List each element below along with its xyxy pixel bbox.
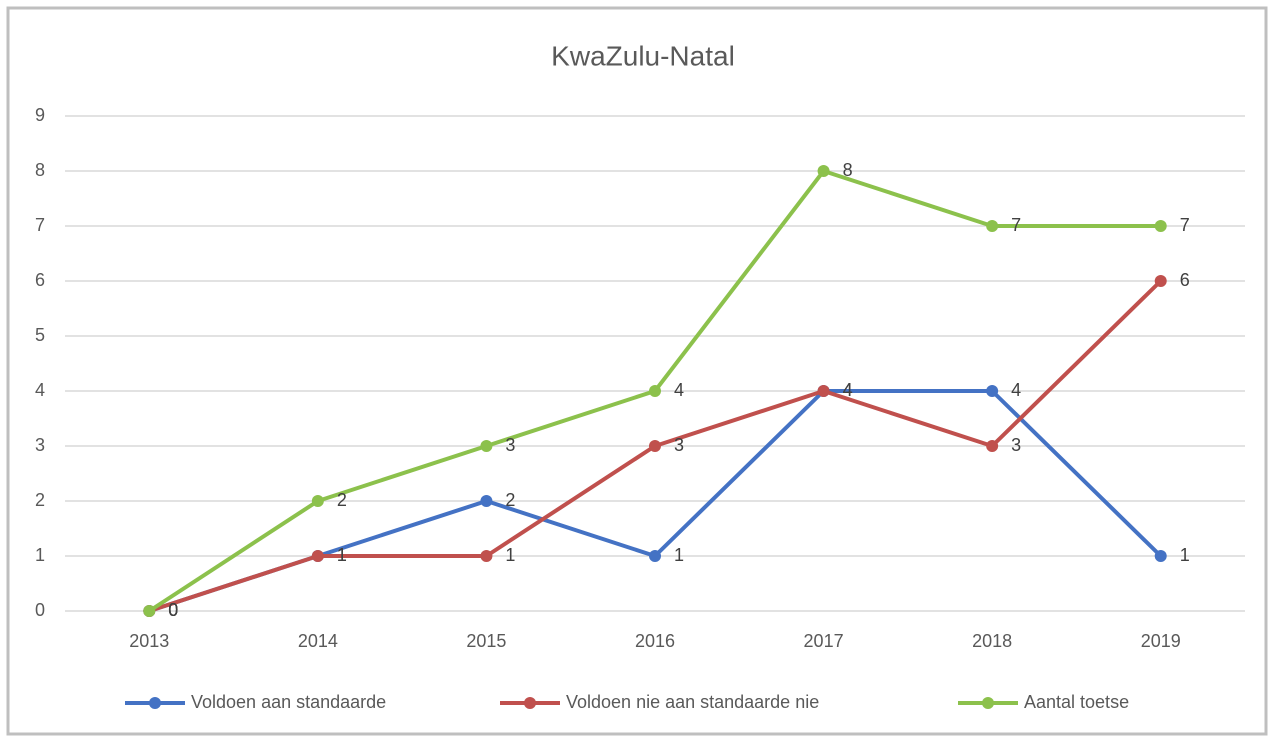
data-label: 3 — [674, 435, 684, 455]
data-label: 0 — [168, 600, 178, 620]
data-label: 1 — [505, 545, 515, 565]
data-label: 7 — [1180, 215, 1190, 235]
point — [649, 385, 661, 397]
point — [480, 550, 493, 562]
x-tick-label: 2017 — [804, 631, 844, 651]
legend-marker — [524, 697, 536, 709]
point — [986, 220, 999, 232]
data-label: 3 — [505, 435, 515, 455]
data-label: 7 — [1011, 215, 1021, 235]
data-label: 4 — [843, 380, 853, 400]
chart-frame — [6, 6, 1268, 736]
legend-label: Voldoen nie aan standaarde nie — [566, 692, 819, 712]
point — [986, 440, 999, 452]
point — [143, 605, 156, 617]
data-label: 4 — [843, 380, 853, 400]
legend-label: Voldoen aan standaarde — [191, 692, 386, 712]
data-label: 1 — [337, 545, 347, 565]
data-label: 6 — [1180, 270, 1190, 290]
legend-label: Aantal toetse — [1024, 692, 1129, 712]
x-tick-label: 2016 — [635, 631, 675, 651]
legend-marker — [149, 697, 161, 709]
data-label: 4 — [674, 380, 684, 400]
point — [1154, 550, 1167, 562]
data-label: 2 — [337, 490, 347, 510]
point — [1154, 275, 1167, 287]
data-label: 4 — [1011, 380, 1021, 400]
data-label: 1 — [1180, 545, 1190, 565]
chart-title: KwaZulu-Natal — [551, 40, 735, 71]
x-tick-label: 2014 — [298, 631, 338, 651]
y-tick-label: 3 — [35, 435, 45, 455]
y-tick-label: 4 — [35, 380, 45, 400]
y-tick-label: 9 — [35, 105, 45, 125]
point — [480, 495, 493, 507]
y-tick-label: 7 — [35, 215, 45, 235]
point — [1154, 220, 1167, 232]
y-tick-label: 1 — [35, 545, 45, 565]
x-tick-label: 2015 — [466, 631, 506, 651]
point — [480, 440, 493, 452]
y-tick-label: 6 — [35, 270, 45, 290]
data-label: 1 — [674, 545, 684, 565]
data-label: 3 — [1011, 435, 1021, 455]
y-tick-label: 5 — [35, 325, 45, 345]
y-tick-label: 0 — [35, 600, 45, 620]
point — [649, 440, 661, 452]
point — [817, 165, 830, 177]
data-label: 8 — [843, 160, 853, 180]
point — [817, 385, 830, 397]
y-tick-label: 8 — [35, 160, 45, 180]
x-tick-label: 2018 — [972, 631, 1012, 651]
point — [311, 495, 324, 507]
x-tick-label: 2019 — [1141, 631, 1181, 651]
data-label: 0 — [168, 600, 178, 620]
legend-marker — [982, 697, 994, 709]
data-label: 0 — [168, 600, 178, 620]
x-tick-label: 2013 — [129, 631, 169, 651]
point — [311, 550, 324, 562]
y-tick-label: 2 — [35, 490, 45, 510]
data-label: 1 — [337, 545, 347, 565]
data-label: 2 — [505, 490, 515, 510]
point — [986, 385, 999, 397]
point — [649, 550, 661, 562]
